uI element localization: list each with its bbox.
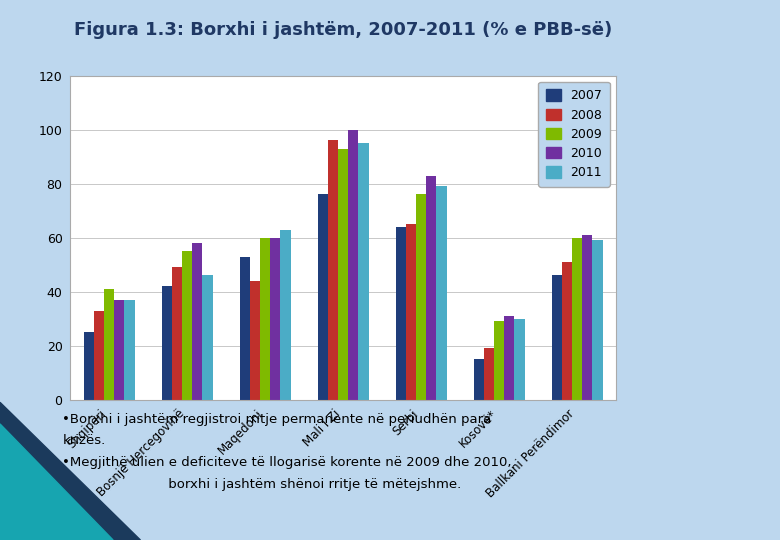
Bar <box>417 194 426 400</box>
Bar <box>436 186 446 400</box>
Bar <box>94 310 105 400</box>
Bar <box>562 262 572 400</box>
Bar <box>358 143 368 400</box>
Bar <box>192 243 202 400</box>
Bar <box>328 140 338 400</box>
Bar <box>182 251 192 400</box>
Bar <box>250 281 261 400</box>
Bar <box>484 348 494 400</box>
Bar <box>84 332 94 400</box>
Bar <box>592 240 602 400</box>
Text: •Borxhi i jashtëm regjistroi rritje permanente në periudhën para: •Borxhi i jashtëm regjistroi rritje perm… <box>62 413 491 426</box>
Bar <box>281 230 290 400</box>
Bar <box>551 275 562 400</box>
Bar <box>406 224 417 400</box>
Bar <box>161 286 172 400</box>
Bar <box>338 148 348 400</box>
Bar <box>514 319 524 400</box>
Text: krizës.: krizës. <box>62 434 105 447</box>
Bar <box>582 235 592 400</box>
Bar <box>124 300 134 400</box>
Bar <box>239 256 250 400</box>
Bar <box>261 238 270 400</box>
Bar <box>114 300 124 400</box>
Bar <box>202 275 212 400</box>
Bar <box>172 267 182 400</box>
Bar <box>426 176 436 400</box>
Bar <box>318 194 328 400</box>
Bar <box>395 227 406 400</box>
Bar <box>270 238 281 400</box>
Bar <box>572 238 582 400</box>
Bar <box>494 321 504 400</box>
Text: Figura 1.3: Borxhi i jashtëm, 2007-2011 (% e PBB-së): Figura 1.3: Borxhi i jashtëm, 2007-2011 … <box>74 21 612 39</box>
Bar <box>473 359 484 400</box>
Bar <box>348 130 358 400</box>
Text: borxhi i jashtëm shënoi rritje të mëtejshme.: borxhi i jashtëm shënoi rritje të mëtejs… <box>62 478 462 491</box>
Bar <box>504 316 514 400</box>
Legend: 2007, 2008, 2009, 2010, 2011: 2007, 2008, 2009, 2010, 2011 <box>538 82 610 187</box>
Bar <box>105 289 114 400</box>
Text: •Megjithë ulien e deficiteve të llogarisë korente në 2009 dhe 2010,: •Megjithë ulien e deficiteve të llogaris… <box>62 456 512 469</box>
